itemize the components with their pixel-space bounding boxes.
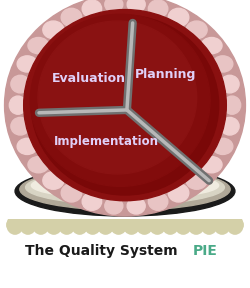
Ellipse shape	[46, 218, 62, 232]
Ellipse shape	[149, 218, 165, 232]
Ellipse shape	[175, 216, 191, 234]
Ellipse shape	[33, 216, 49, 234]
Ellipse shape	[11, 75, 30, 93]
Ellipse shape	[110, 218, 126, 232]
Ellipse shape	[201, 218, 217, 232]
Ellipse shape	[33, 218, 49, 232]
Ellipse shape	[43, 21, 64, 39]
Ellipse shape	[28, 157, 49, 173]
Ellipse shape	[214, 216, 230, 234]
Text: Planning: Planning	[134, 68, 196, 81]
Ellipse shape	[15, 166, 235, 216]
Ellipse shape	[105, 198, 123, 214]
Ellipse shape	[9, 96, 26, 114]
Ellipse shape	[136, 218, 152, 232]
Text: Evaluation: Evaluation	[52, 72, 126, 85]
Ellipse shape	[149, 216, 165, 234]
Text: The Quality System: The Quality System	[25, 245, 178, 258]
Ellipse shape	[31, 15, 219, 195]
Ellipse shape	[186, 21, 207, 39]
Ellipse shape	[20, 218, 36, 232]
Ellipse shape	[188, 216, 204, 234]
Ellipse shape	[124, 216, 140, 234]
Ellipse shape	[148, 0, 168, 18]
Ellipse shape	[213, 138, 233, 154]
Ellipse shape	[162, 216, 178, 234]
Ellipse shape	[82, 0, 102, 18]
Ellipse shape	[20, 216, 36, 234]
Ellipse shape	[31, 172, 219, 199]
Ellipse shape	[175, 218, 191, 232]
Ellipse shape	[20, 168, 230, 210]
Ellipse shape	[61, 8, 82, 26]
Ellipse shape	[168, 8, 189, 26]
Ellipse shape	[162, 218, 178, 232]
Ellipse shape	[28, 37, 49, 54]
Ellipse shape	[220, 75, 239, 93]
Bar	[0, 219, 250, 232]
Ellipse shape	[85, 218, 101, 232]
Ellipse shape	[186, 172, 207, 189]
Ellipse shape	[46, 216, 62, 234]
Ellipse shape	[224, 96, 241, 114]
Ellipse shape	[82, 193, 102, 210]
Ellipse shape	[7, 216, 23, 234]
Ellipse shape	[227, 218, 243, 232]
Ellipse shape	[17, 138, 37, 154]
Ellipse shape	[136, 216, 152, 234]
Ellipse shape	[4, 0, 246, 216]
Ellipse shape	[59, 216, 75, 234]
Ellipse shape	[110, 216, 126, 234]
Ellipse shape	[72, 218, 88, 232]
Ellipse shape	[26, 170, 224, 204]
Ellipse shape	[61, 184, 82, 202]
Ellipse shape	[7, 218, 23, 232]
Ellipse shape	[98, 218, 114, 232]
Ellipse shape	[201, 157, 222, 173]
Ellipse shape	[214, 218, 230, 232]
Ellipse shape	[213, 56, 233, 72]
Ellipse shape	[24, 10, 226, 201]
Ellipse shape	[85, 216, 101, 234]
Ellipse shape	[30, 14, 210, 186]
Ellipse shape	[148, 193, 168, 210]
Ellipse shape	[127, 0, 145, 12]
Ellipse shape	[227, 216, 243, 234]
Ellipse shape	[188, 218, 204, 232]
Ellipse shape	[17, 56, 37, 72]
Ellipse shape	[43, 172, 64, 189]
Ellipse shape	[220, 118, 239, 135]
Ellipse shape	[127, 198, 145, 214]
Ellipse shape	[59, 218, 75, 232]
Ellipse shape	[105, 0, 123, 12]
Ellipse shape	[38, 21, 197, 174]
Ellipse shape	[124, 218, 140, 232]
Ellipse shape	[98, 216, 114, 234]
Ellipse shape	[201, 216, 217, 234]
Ellipse shape	[168, 184, 189, 202]
Ellipse shape	[11, 118, 30, 135]
Ellipse shape	[72, 216, 88, 234]
Text: Implementation: Implementation	[54, 135, 158, 148]
Ellipse shape	[201, 37, 222, 54]
Text: PIE: PIE	[193, 245, 218, 258]
